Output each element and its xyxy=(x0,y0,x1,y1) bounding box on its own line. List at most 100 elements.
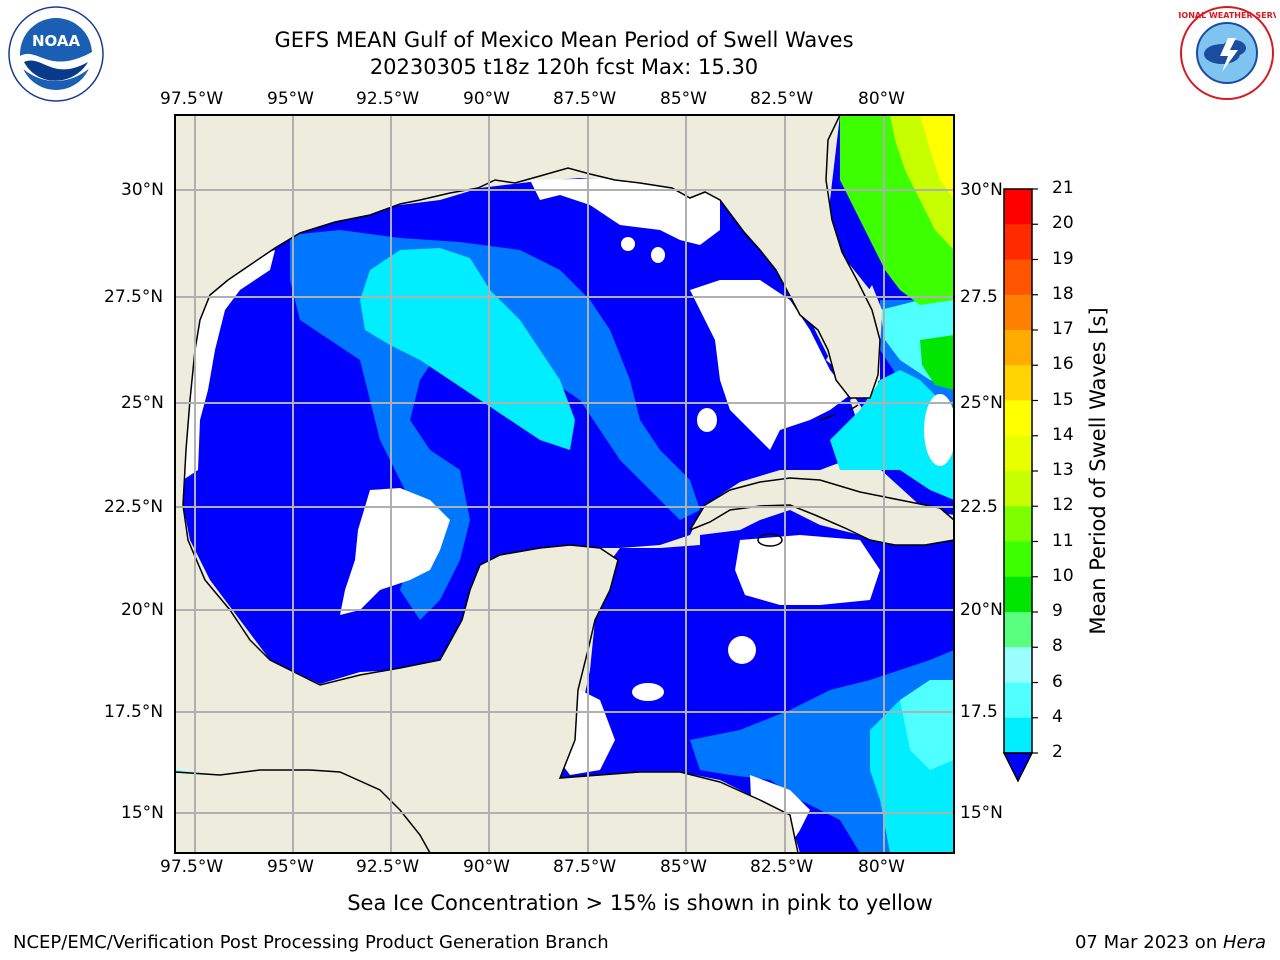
colorbar-tick-label: 13 xyxy=(1052,460,1074,480)
lon-label-bottom-85: 85°W xyxy=(660,857,707,877)
lon-label-bottom-97.5: 97.5°W xyxy=(160,857,224,877)
colorbar-segment xyxy=(1004,330,1032,366)
sea-ice-note: Sea Ice Concentration > 15% is shown in … xyxy=(347,891,933,915)
lon-label-top-97.5: 97.5°W xyxy=(160,89,224,109)
lon-label-bottom-82.5: 82.5°W xyxy=(750,857,814,877)
lat-label-right-20: 20°N xyxy=(960,600,1003,620)
colorbar-segment xyxy=(1004,576,1032,613)
lon-label-bottom-92.5: 92.5°W xyxy=(356,857,420,877)
lat-label-right-17.5: 17.5 xyxy=(960,702,998,722)
colorbar-segment xyxy=(1004,612,1032,648)
colorbar-tick-label: 10 xyxy=(1052,565,1074,586)
band-14-15s xyxy=(920,115,954,200)
coastline-isla-juventud xyxy=(757,533,783,547)
nws-logo-text: NATIONAL WEATHER SERVICE xyxy=(1178,11,1276,20)
nodata-campeche xyxy=(340,488,450,615)
colorbar-tick-label: 11 xyxy=(1052,530,1074,551)
colorbar-tick-label: 18 xyxy=(1052,283,1074,304)
colorbar-tick-label: 8 xyxy=(1052,636,1063,657)
colorbar-segment xyxy=(1004,506,1032,542)
lon-label-top-90: 90°W xyxy=(463,89,510,109)
colorbar-label: Mean Period of Swell Waves [s] xyxy=(1086,307,1110,635)
footer-date-text: 07 Mar 2023 on xyxy=(1074,932,1223,953)
colorbar-tick-label: 9 xyxy=(1052,601,1063,621)
noaa-logo-text: NOAA xyxy=(32,32,81,50)
nodata-yucatan xyxy=(735,535,880,605)
lat-label-left-30: 30°N xyxy=(121,180,164,200)
lon-label-top-92.5: 92.5°W xyxy=(356,89,420,109)
colorbar-segment xyxy=(1004,365,1032,401)
coastline-mexico xyxy=(182,504,799,854)
colorbar-tick-label: 19 xyxy=(1052,248,1074,269)
colorbar-segment xyxy=(1004,647,1032,683)
coastline-cuba xyxy=(689,477,955,546)
band-green-east xyxy=(920,335,954,390)
nodata-northshelf xyxy=(530,178,720,245)
lat-label-right-15: 15°N xyxy=(960,803,1003,823)
lon-label-top-82.5: 82.5°W xyxy=(750,89,814,109)
nodata-spot-1 xyxy=(632,683,664,701)
land-mexico xyxy=(175,505,798,853)
lat-label-right-27.5: 27.5 xyxy=(960,287,998,307)
map-frame xyxy=(174,114,955,854)
colorbar-tick-label: 14 xyxy=(1052,424,1074,445)
nodata-spot-3 xyxy=(697,408,717,432)
lat-label-left-27.5: 27.5°N xyxy=(104,287,164,307)
chart-subtitle: 20230305 t18z 120h fcst Max: 15.30 xyxy=(369,55,759,79)
colorbar-segment xyxy=(1004,400,1032,437)
colorbar-tick-label: 17 xyxy=(1052,319,1074,339)
noaa-logo: NOAA xyxy=(8,6,104,106)
colorbar-tick-label: 16 xyxy=(1052,354,1074,375)
nodata-spot-5 xyxy=(651,247,665,263)
lat-label-left-15: 15°N xyxy=(121,803,164,823)
colorbar-tick-label: 6 xyxy=(1052,671,1063,692)
colorbar-tick-label: 2 xyxy=(1052,742,1063,762)
lon-label-top-95: 95°W xyxy=(267,89,314,109)
lat-label-right-25: 25°N xyxy=(960,393,1003,413)
lon-label-top-80: 80°W xyxy=(858,89,905,109)
map-field xyxy=(175,115,954,853)
lon-label-top-87.5: 87.5°W xyxy=(553,89,617,109)
nodata-texas-shelf xyxy=(183,250,275,480)
coastline-us xyxy=(182,114,881,506)
chart-title: GEFS MEAN Gulf of Mexico Mean Period of … xyxy=(274,28,854,52)
colorbar-tick-label: 12 xyxy=(1052,495,1074,516)
lat-label-left-20: 20°N xyxy=(121,600,164,620)
land-florida-keys xyxy=(826,285,882,396)
colorbar xyxy=(1002,188,1038,783)
colorbar-segment xyxy=(1004,189,1032,225)
nodata-spot-6 xyxy=(924,394,954,466)
lon-label-top-85: 85°W xyxy=(660,89,707,109)
colorbar-extend-triangle xyxy=(1002,752,1034,783)
nws-logo: NATIONAL WEATHER SERVICE xyxy=(1161,4,1280,106)
colorbar-segment xyxy=(1004,717,1032,754)
colorbar-tick-label: 4 xyxy=(1052,706,1063,727)
colorbar-segment xyxy=(1004,471,1032,507)
colorbar-tick-label: 15 xyxy=(1052,389,1074,410)
lon-label-bottom-87.5: 87.5°W xyxy=(553,857,617,877)
lon-label-bottom-80: 80°W xyxy=(858,857,905,877)
colorbar-segment xyxy=(1004,435,1032,472)
lat-label-right-30: 30°N xyxy=(960,180,1003,200)
colorbar-segment xyxy=(1004,259,1032,296)
colorbar-tick-label: 20 xyxy=(1052,213,1074,234)
land-cuba xyxy=(690,478,954,545)
lat-label-left-17.5: 17.5°N xyxy=(104,702,164,722)
coastlines xyxy=(174,114,955,854)
lat-label-right-22.5: 22.5 xyxy=(960,497,998,517)
footer-date: 07 Mar 2023 on Hera xyxy=(1075,932,1266,953)
nodata-florida-shelf xyxy=(690,280,850,450)
colorbar-tick-label: 21 xyxy=(1052,178,1074,198)
colorbar-segment xyxy=(1004,541,1032,578)
band-6-8s-se xyxy=(900,680,954,770)
land-us-coast xyxy=(175,115,880,505)
band-4-6s xyxy=(360,248,575,450)
footer-host: Hera xyxy=(1222,932,1266,953)
coastline-pacific xyxy=(174,769,431,854)
nodata-spot-4 xyxy=(621,237,635,251)
lat-label-left-25: 25°N xyxy=(121,393,164,413)
colorbar-segment xyxy=(1004,294,1032,331)
graticule xyxy=(175,115,954,853)
lon-label-bottom-95: 95°W xyxy=(267,857,314,877)
